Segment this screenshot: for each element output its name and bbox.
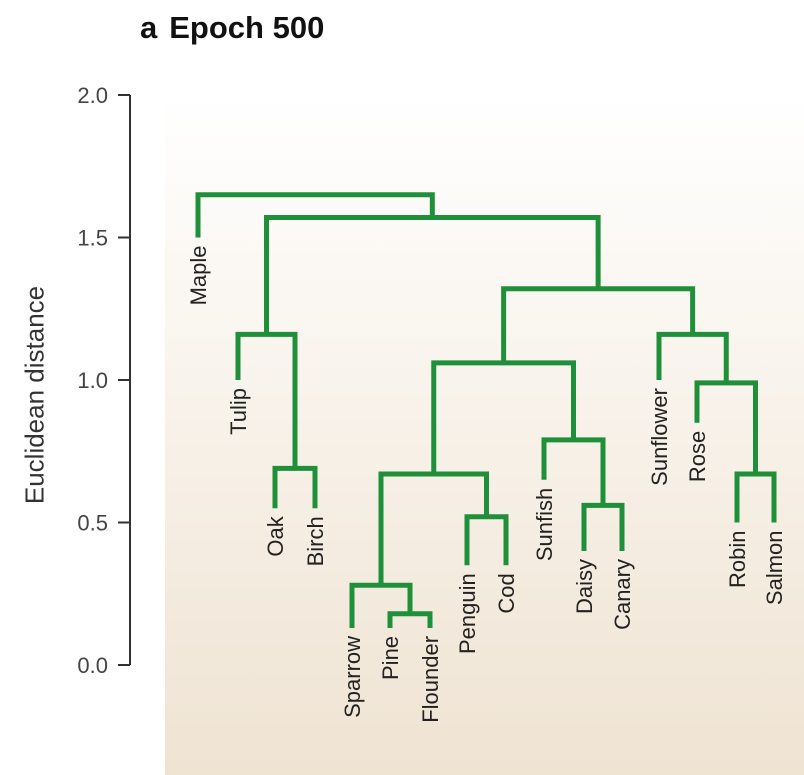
leaf-label: Rose xyxy=(685,431,710,482)
leaf-label: Tulip xyxy=(226,388,251,435)
leaf-label: Flounder xyxy=(418,636,443,723)
leaf-label: Daisy xyxy=(572,559,597,614)
leaf-label: Oak xyxy=(263,515,288,556)
leaf-label: Robin xyxy=(725,531,750,588)
title-text: Epoch 500 xyxy=(169,10,325,45)
leaf-label: Cod xyxy=(494,573,519,613)
panel-letter: a xyxy=(140,10,158,45)
leaf-label: Salmon xyxy=(762,531,787,606)
plot-background xyxy=(165,95,804,775)
y-tick-label: 1.5 xyxy=(77,226,108,251)
leaf-label: Sparrow xyxy=(340,636,365,718)
chart-title: a Epoch 500 xyxy=(140,10,324,46)
leaf-label: Penguin xyxy=(455,573,480,654)
dendrogram-link xyxy=(195,192,435,238)
leaf-label: Maple xyxy=(186,246,211,306)
y-tick-label: 2.0 xyxy=(77,83,108,108)
y-tick-label: 0.5 xyxy=(77,511,108,536)
leaf-label: Sunflower xyxy=(647,388,672,486)
leaf-label: Canary xyxy=(610,559,635,630)
leaf-labels: Maple Tulip Oak Birch Sparrow Pine Flounder Pen… xyxy=(186,246,787,723)
y-tick-label: 1.0 xyxy=(77,368,108,393)
dendrogram-branches xyxy=(195,192,777,628)
leaf-label: Birch xyxy=(303,516,328,566)
leaf-label: Pine xyxy=(378,636,403,680)
y-axis-ticks: 0.0 0.5 1.0 1.5 2.0 xyxy=(77,83,130,678)
leaf-label: Sunfish xyxy=(532,488,557,561)
y-tick-label: 0.0 xyxy=(77,653,108,678)
